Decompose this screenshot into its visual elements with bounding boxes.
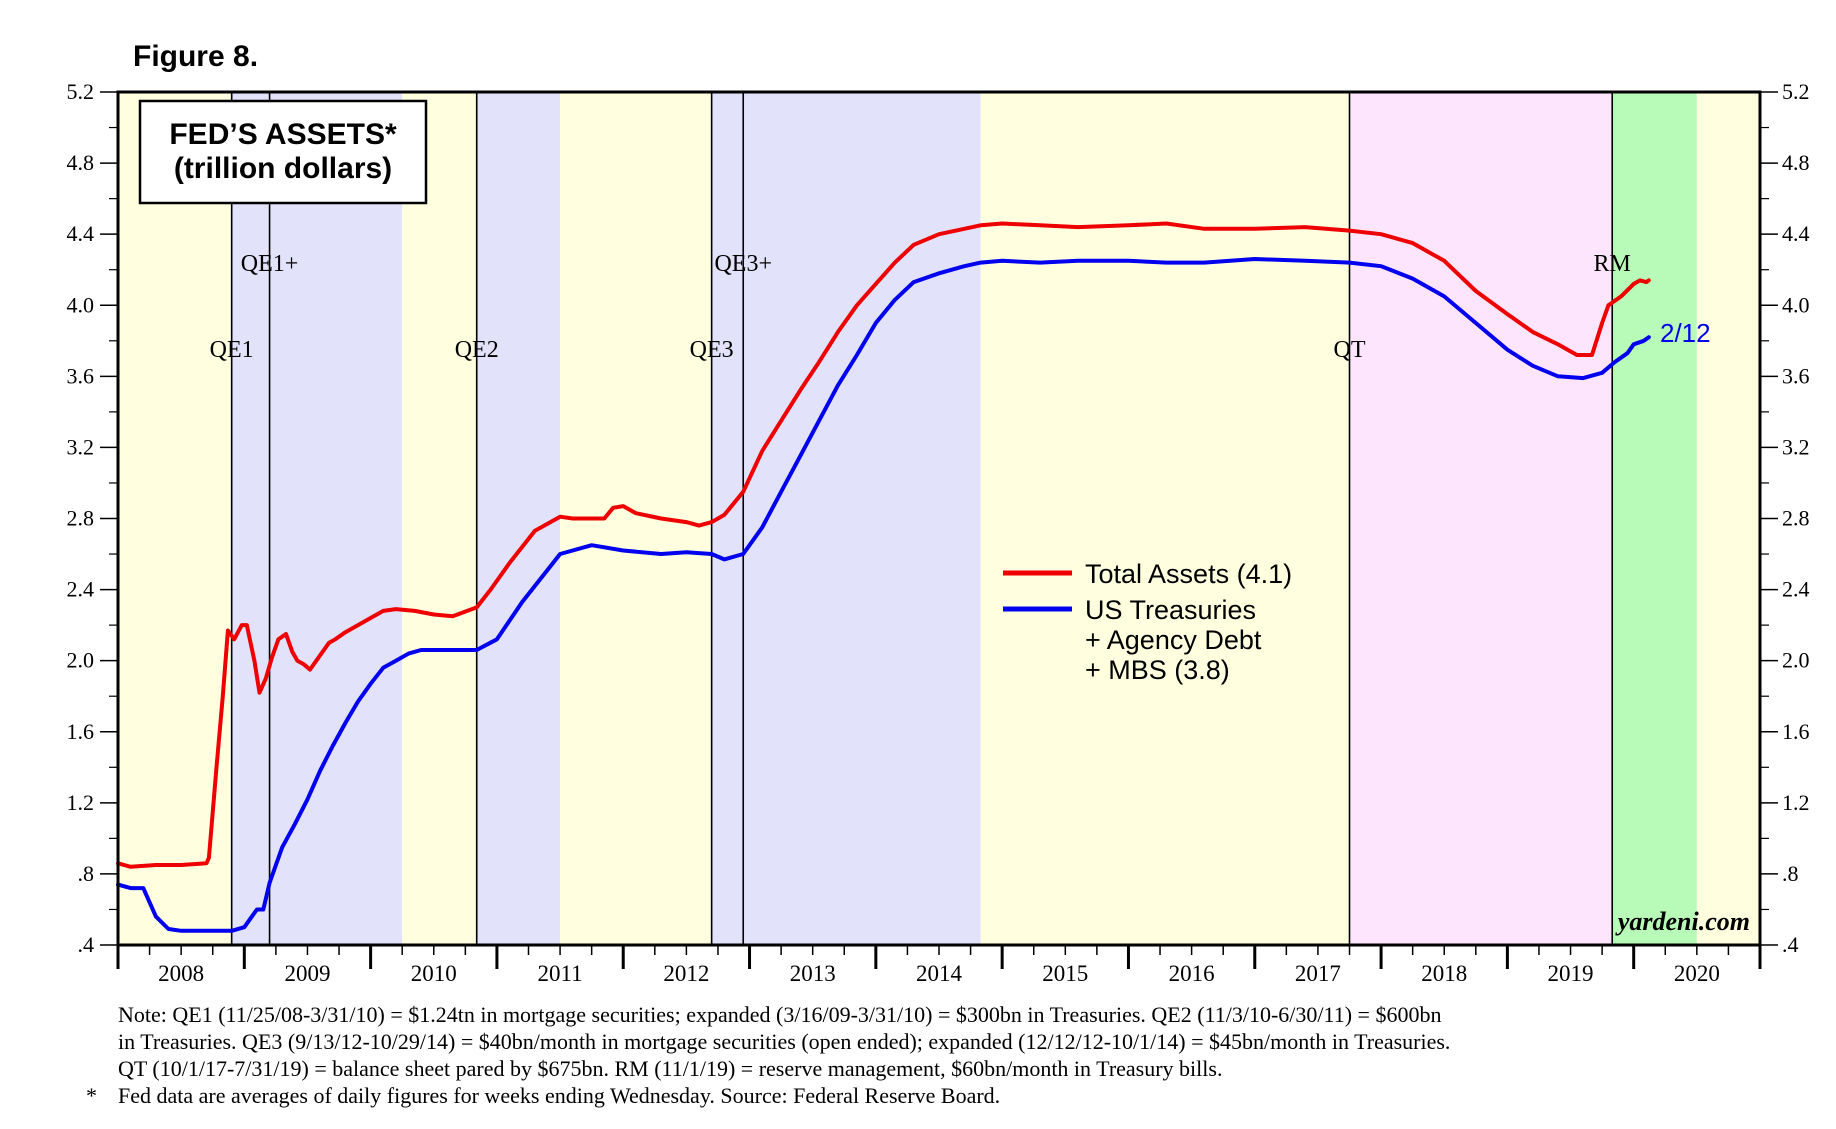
y-tick-label-left: .4 (78, 932, 95, 957)
y-tick-label-left: 2.8 (67, 506, 95, 531)
y-tick-label-left: 4.4 (67, 221, 95, 246)
y-tick-label-right: 2.4 (1782, 577, 1810, 602)
event-label-rm: RM (1594, 251, 1631, 277)
y-tick-label-right: .8 (1782, 861, 1799, 886)
event-label-qt: QT (1334, 337, 1366, 363)
y-tick-label-right: 5.2 (1782, 79, 1810, 104)
y-tick-label-right: 1.2 (1782, 790, 1810, 815)
y-tick-label-right: 2.0 (1782, 648, 1810, 673)
chart-title: FED’S ASSETS* (169, 118, 397, 151)
y-tick-label-right: 4.0 (1782, 292, 1810, 317)
y-tick-label-right: .4 (1782, 932, 1799, 957)
x-year-label: 2012 (663, 961, 709, 986)
shade-band-3 (476, 92, 561, 945)
legend: Total Assets (4.1) US Treasuries+ Agency … (1003, 559, 1292, 685)
left-y-axis: .4 .8 1.2 1.6 2.0 2.4 2.8 3.2 3.6 4.0 4.4 4.8 5.2 (67, 79, 118, 957)
event-label-qe3: QE3 (690, 337, 734, 363)
y-tick-label-right: 1.6 (1782, 719, 1810, 744)
y-tick-label-left: 1.6 (67, 719, 95, 744)
fed-assets-chart: QE1 QE1+ QE2 QE3 QE3+ QT RM .4 .8 1.2 1.6 2.0 2.4 2.… (67, 79, 1810, 986)
footnote-marker (86, 1028, 118, 1055)
y-tick-label-right: 4.8 (1782, 150, 1810, 175)
footnote-text: QT (10/1/17-7/31/19) = balance sheet par… (118, 1056, 1223, 1081)
y-tick-label-left: 1.2 (67, 790, 95, 815)
event-label-qe1: QE1 (210, 337, 254, 363)
series-lines (116, 221, 1651, 933)
y-tick-label-left: .8 (78, 861, 95, 886)
watermark: yardeni.com (1615, 907, 1750, 936)
x-year-label: 2019 (1548, 961, 1594, 986)
legend-label: Total Assets (4.1) (1085, 559, 1292, 589)
last-date-label: 2/12 (1660, 318, 1711, 348)
footnote-text: Note: QE1 (11/25/08-3/31/10) = $1.24tn i… (118, 1002, 1442, 1027)
series-line-treasuries-agency-mbs (116, 257, 1651, 933)
right-y-axis: .4 .8 1.2 1.6 2.0 2.4 2.8 3.2 3.6 4.0 4.4 4.8 5.2 (1760, 79, 1810, 957)
footnote-marker (86, 1001, 118, 1028)
y-tick-label-left: 3.2 (67, 434, 95, 459)
footnote-line: Note: QE1 (11/25/08-3/31/10) = $1.24tn i… (86, 1001, 1806, 1028)
x-year-label: 2013 (790, 961, 836, 986)
footnote-marker: * (86, 1083, 97, 1108)
y-tick-label-left: 4.8 (67, 150, 95, 175)
shade-band-5 (711, 92, 981, 945)
y-tick-label-left: 4.0 (67, 292, 95, 317)
event-lines (230, 92, 1614, 945)
y-tick-label-right: 2.8 (1782, 506, 1810, 531)
footnote-text: Fed data are averages of daily figures f… (118, 1083, 1001, 1108)
x-year-label: 2018 (1421, 961, 1467, 986)
legend-label: + Agency Debt (1085, 625, 1262, 655)
figure-label: Figure 8. (133, 40, 259, 73)
footnote-line: * Fed data are averages of daily figures … (86, 1082, 1806, 1109)
x-year-label: 2008 (158, 961, 204, 986)
x-year-label: 2020 (1674, 961, 1720, 986)
footnote-line: QT (10/1/17-7/31/19) = balance sheet par… (86, 1055, 1806, 1082)
y-tick-label-left: 5.2 (67, 79, 95, 104)
x-axis: 2008 2009 2010 2011 2012 2013 2014 2015 2016 2017… (116, 945, 1762, 986)
series-line-total-assets (116, 221, 1651, 869)
shade-band-0 (118, 92, 232, 945)
x-year-label: 2009 (284, 961, 330, 986)
y-tick-label-right: 3.2 (1782, 434, 1810, 459)
x-year-label: 2010 (411, 961, 457, 986)
footnotes: Note: QE1 (11/25/08-3/31/10) = $1.24tn i… (86, 1001, 1806, 1109)
shade-band-2 (402, 92, 477, 945)
shade-band-7 (1349, 92, 1613, 945)
x-year-label: 2011 (537, 961, 582, 986)
shade-band-8 (1612, 92, 1697, 945)
footnote-text: in Treasuries. QE3 (9/13/12-10/29/14) = … (118, 1029, 1451, 1054)
chart-subtitle: (trillion dollars) (174, 152, 392, 185)
title-box: FED’S ASSETS* (trillion dollars) (138, 99, 428, 205)
y-tick-label-right: 4.4 (1782, 221, 1810, 246)
y-tick-label-right: 3.6 (1782, 363, 1810, 388)
legend-label: + MBS (3.8) (1085, 655, 1230, 685)
x-year-label: 2016 (1169, 961, 1215, 986)
y-tick-label-left: 2.4 (67, 577, 95, 602)
shade-band-6 (980, 92, 1350, 945)
event-label-qe1-plus: QE1+ (241, 251, 299, 277)
shade-band-9 (1696, 92, 1760, 945)
y-tick-label-left: 2.0 (67, 648, 95, 673)
footnote-marker (86, 1055, 118, 1082)
legend-label: US Treasuries (1085, 595, 1256, 625)
event-label-qe2: QE2 (455, 337, 499, 363)
x-year-label: 2014 (916, 961, 963, 986)
shaded-periods (118, 92, 1760, 945)
footnote-line: in Treasuries. QE3 (9/13/12-10/29/14) = … (86, 1028, 1806, 1055)
event-label-qe3-plus: QE3+ (714, 251, 772, 277)
shade-band-1 (231, 92, 403, 945)
event-labels: QE1 QE1+ QE2 QE3 QE3+ QT RM (210, 251, 1631, 363)
x-year-label: 2017 (1295, 961, 1341, 986)
x-year-label: 2015 (1042, 961, 1088, 986)
y-tick-label-left: 3.6 (67, 363, 95, 388)
